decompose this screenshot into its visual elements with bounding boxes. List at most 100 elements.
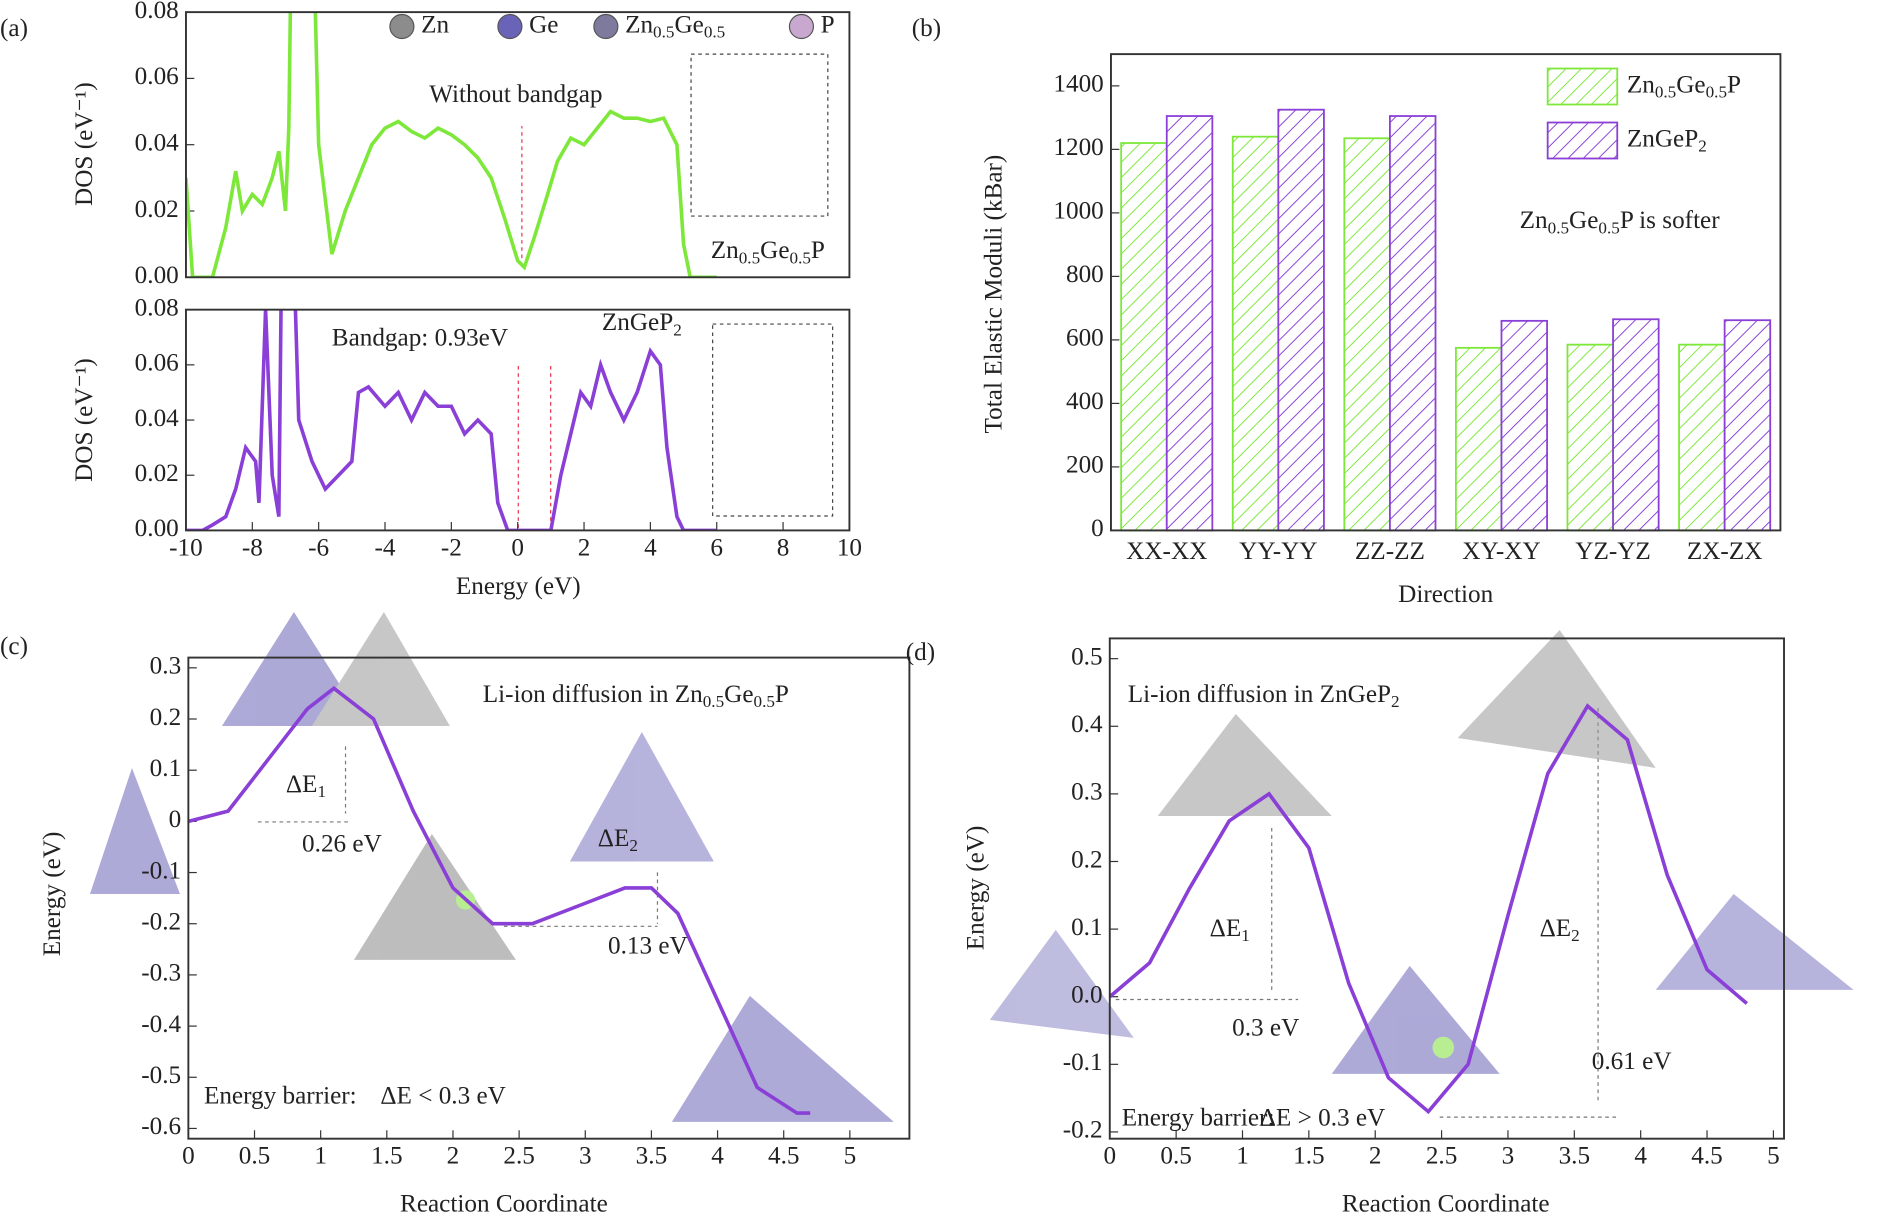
x-tick-label: ZX-ZX <box>1687 538 1763 565</box>
x-tick-label: 8 <box>777 534 790 561</box>
y-tick-label: 0.02 <box>135 460 179 487</box>
x-tick-label: 4 <box>1634 1143 1647 1170</box>
legend-swatch <box>1546 121 1619 160</box>
structures <box>89 612 1854 1122</box>
y-axis-title: Total Elastic Moduli (kBar) <box>981 155 1008 434</box>
y-axis-title: Energy (eV) <box>963 826 990 951</box>
y-tick-label: 200 <box>1066 452 1104 479</box>
x-tick-label: XX-XX <box>1126 538 1207 565</box>
x-tick-label: -8 <box>242 534 263 561</box>
line <box>1109 703 1749 1115</box>
annotation: ZnGeP2 <box>602 309 682 339</box>
plot-frame <box>187 656 911 1140</box>
annotation: Energy barrier: <box>1122 1104 1275 1131</box>
x-tick-label: -6 <box>308 534 329 561</box>
x-tick-label: 0.5 <box>239 1143 270 1170</box>
x-tick-label: 5 <box>844 1143 857 1170</box>
y-axis-title: Energy (eV) <box>39 832 66 957</box>
y-tick-label: 0.2 <box>150 704 181 731</box>
x-tick-label: 2 <box>1369 1143 1382 1170</box>
y-axis-title: DOS (eV⁻¹) <box>71 358 98 482</box>
x-tick-label: 0 <box>182 1143 195 1170</box>
y-axis-title: DOS (eV⁻¹) <box>71 82 98 206</box>
legend-marker <box>593 13 619 40</box>
plot-frame <box>1110 53 1782 532</box>
tetrahedron <box>1331 965 1500 1074</box>
y-tick-label: -0.3 <box>141 960 181 987</box>
tetrahedron <box>1157 713 1332 816</box>
annotation: Li-ion diffusion in Zn0.5Ge0.5P <box>483 681 789 711</box>
y-tick-label: 0.1 <box>150 755 181 782</box>
annotation: ΔE1 <box>1210 915 1250 945</box>
tetrahedron <box>89 767 180 894</box>
y-tick-label: 800 <box>1066 261 1104 288</box>
bar <box>1120 142 1168 532</box>
y-tick-label: 0.2 <box>1071 846 1102 873</box>
x-tick-label: 1 <box>1236 1143 1249 1170</box>
y-tick-label: 0.08 <box>135 0 179 24</box>
y-tick-label: 0.08 <box>135 294 179 321</box>
tetrahedron <box>569 731 714 862</box>
x-tick-label: 4.5 <box>768 1143 799 1170</box>
legend-label: P <box>821 11 835 38</box>
annotation: Zn0.5Ge0.5P is softer <box>1520 207 1721 237</box>
x-tick-label: 6 <box>710 534 723 561</box>
tetrahedron <box>989 929 1134 1038</box>
panel-label: (c) <box>0 633 28 660</box>
legend-label: Zn <box>421 11 449 38</box>
bar <box>1165 115 1214 532</box>
plot-frame <box>185 11 851 279</box>
bar <box>1454 346 1503 532</box>
x-tick-label: -10 <box>169 534 203 561</box>
y-tick-label: 0.00 <box>135 262 179 289</box>
plot-frame <box>185 308 851 532</box>
y-tick-label: 0.06 <box>135 63 179 90</box>
y-tick-label: 0.02 <box>135 196 179 223</box>
tetrahedron <box>671 995 894 1122</box>
y-tick-label: 0.1 <box>1071 914 1102 941</box>
plot-frame <box>1108 637 1785 1140</box>
x-tick-label: 2.5 <box>503 1143 534 1170</box>
x-tick-label: 5 <box>1767 1143 1780 1170</box>
bar <box>1277 108 1325 532</box>
y-tick-label: 0.5 <box>1071 643 1102 670</box>
panel-label: (b) <box>912 15 941 42</box>
x-tick-label: YY-YY <box>1239 538 1317 565</box>
tetrahedron <box>1457 629 1656 768</box>
x-tick-label: 3 <box>579 1143 592 1170</box>
y-tick-label: -0.1 <box>1063 1049 1103 1076</box>
tetrahedron <box>353 833 516 960</box>
x-tick-label: -2 <box>441 534 462 561</box>
y-tick-label: 1000 <box>1053 198 1103 225</box>
x-tick-label: 0 <box>1103 1143 1116 1170</box>
line <box>185 309 717 531</box>
x-tick-label: 0 <box>511 534 524 561</box>
x-tick-label: 10 <box>837 534 862 561</box>
li-ion <box>1432 1036 1455 1059</box>
bar <box>1612 318 1660 532</box>
x-axis-title: Reaction Coordinate <box>1342 1191 1550 1218</box>
line <box>185 12 717 278</box>
crystal-cell <box>712 323 834 517</box>
y-tick-label: 0.4 <box>1071 711 1103 738</box>
y-tick-label: 1200 <box>1053 134 1103 161</box>
bar <box>1723 319 1772 532</box>
x-tick-label: 1 <box>314 1143 327 1170</box>
line <box>188 686 811 1115</box>
x-tick-label: YZ-YZ <box>1575 538 1651 565</box>
annotation: ΔE1 <box>286 771 326 801</box>
y-tick-label: 1400 <box>1053 71 1103 98</box>
y-tick-label: -0.1 <box>141 857 181 884</box>
y-tick-label: -0.2 <box>141 909 181 936</box>
legend-label: Zn0.5Ge0.5P <box>1627 71 1741 101</box>
y-tick-label: 600 <box>1066 325 1104 352</box>
annotation: ΔE > 0.3 eV <box>1260 1104 1386 1131</box>
tetrahedron <box>1655 893 1854 990</box>
y-tick-label: -0.5 <box>141 1062 181 1089</box>
bar <box>1566 343 1614 532</box>
panel-label: (a) <box>0 15 28 42</box>
annotation: ΔE2 <box>1540 915 1580 945</box>
legend-marker <box>788 13 815 40</box>
x-tick-label: 4 <box>644 534 657 561</box>
